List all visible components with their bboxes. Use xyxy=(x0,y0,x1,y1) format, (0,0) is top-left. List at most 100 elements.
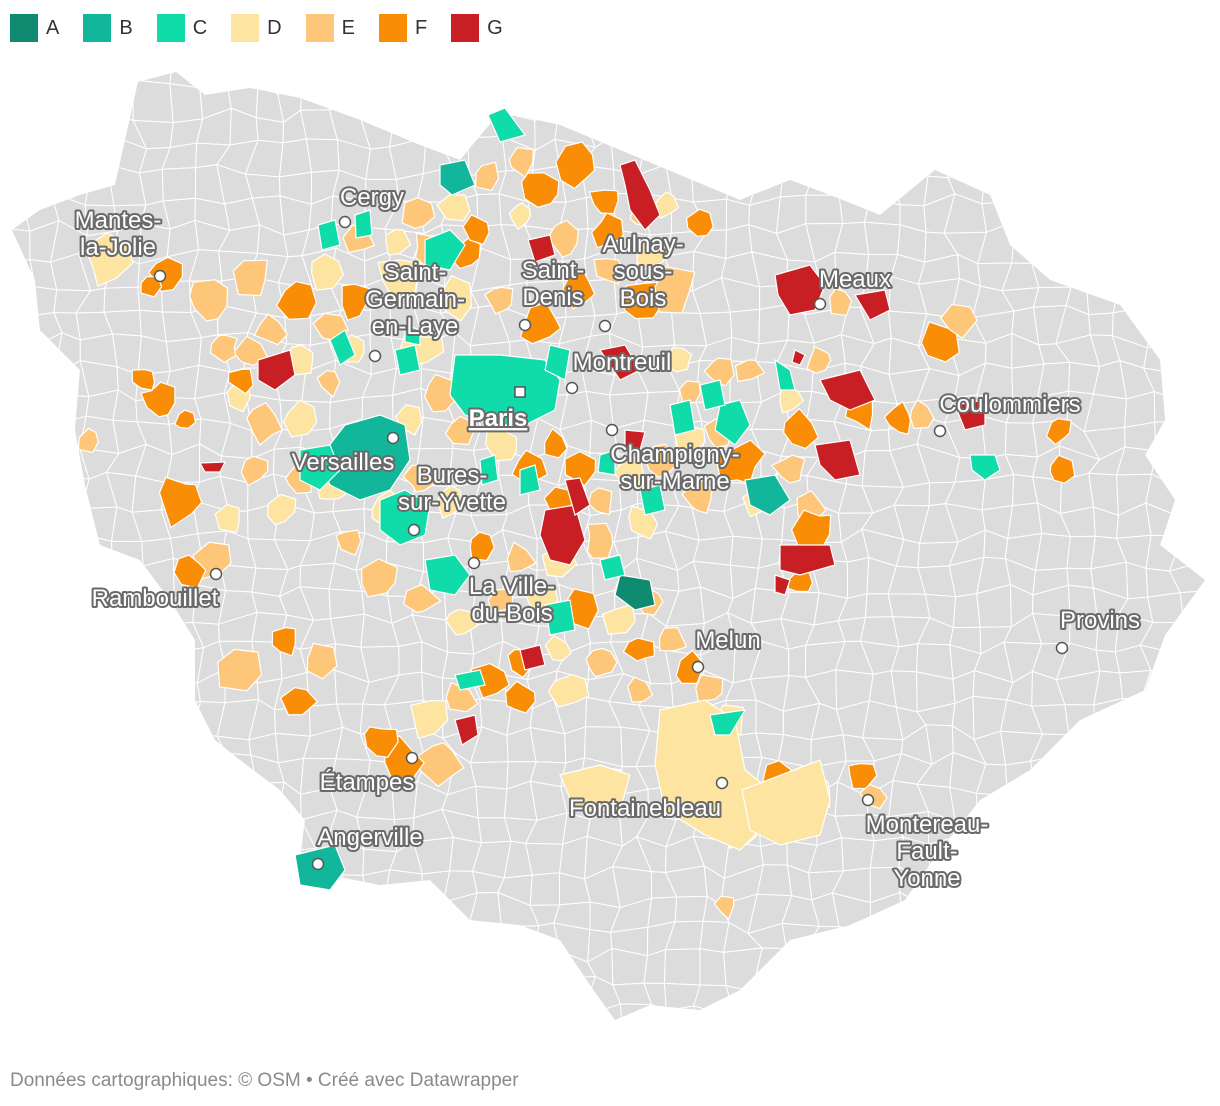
commune-cell[interactable] xyxy=(859,107,896,147)
commune-class-e[interactable] xyxy=(654,266,696,314)
commune-cell[interactable] xyxy=(775,984,818,1016)
commune-class-d[interactable] xyxy=(436,193,471,222)
commune-cell[interactable] xyxy=(215,979,255,1020)
commune-cell[interactable] xyxy=(529,872,561,906)
commune-cell[interactable] xyxy=(165,1041,193,1050)
commune-cell[interactable] xyxy=(20,780,52,818)
commune-class-f[interactable] xyxy=(504,680,536,714)
commune-cell[interactable] xyxy=(887,166,929,207)
commune-cell[interactable] xyxy=(1085,176,1127,208)
commune-cell[interactable] xyxy=(1091,904,1120,924)
commune-cell[interactable] xyxy=(56,985,82,1011)
commune-cell[interactable] xyxy=(78,981,119,1011)
commune-cell[interactable] xyxy=(1010,925,1043,954)
commune-cell[interactable] xyxy=(331,1004,369,1035)
commune-cell[interactable] xyxy=(300,87,330,111)
commune-cell[interactable] xyxy=(103,286,141,313)
commune-cell[interactable] xyxy=(1097,1005,1128,1043)
commune-cell[interactable] xyxy=(137,1009,166,1048)
commune-cell[interactable] xyxy=(1124,219,1154,256)
commune-cell[interactable] xyxy=(1124,200,1154,233)
commune-cell[interactable] xyxy=(299,901,341,937)
commune-cell[interactable] xyxy=(1145,1043,1183,1050)
commune-cell[interactable] xyxy=(80,895,113,936)
commune-cell[interactable] xyxy=(365,61,400,96)
commune-cell[interactable] xyxy=(275,954,309,991)
commune-cell[interactable] xyxy=(25,533,64,565)
commune-class-f[interactable] xyxy=(1049,454,1076,484)
commune-cell[interactable] xyxy=(4,194,31,232)
commune-cell[interactable] xyxy=(106,669,146,705)
commune-class-g[interactable] xyxy=(791,349,806,366)
commune-class-b[interactable] xyxy=(744,474,791,516)
commune-cell[interactable] xyxy=(977,926,1015,950)
commune-cell[interactable] xyxy=(787,644,807,678)
commune-cell[interactable] xyxy=(113,981,146,1012)
commune-class-c[interactable] xyxy=(699,379,726,411)
commune-cell[interactable] xyxy=(1061,753,1091,785)
commune-class-e[interactable] xyxy=(401,197,436,230)
commune-class-g[interactable] xyxy=(814,439,861,481)
commune-cell[interactable] xyxy=(385,925,422,962)
commune-class-c[interactable] xyxy=(669,399,696,436)
commune-cell[interactable] xyxy=(274,1003,303,1039)
commune-class-f[interactable] xyxy=(564,450,597,487)
commune-cell[interactable] xyxy=(0,731,32,767)
commune-cell[interactable] xyxy=(1117,919,1145,951)
commune-class-d[interactable] xyxy=(410,699,449,740)
commune-class-e[interactable] xyxy=(188,279,229,322)
commune-class-d[interactable] xyxy=(310,253,345,291)
commune-cell[interactable] xyxy=(1116,904,1145,923)
commune-cell[interactable] xyxy=(0,1017,36,1045)
commune-cell[interactable] xyxy=(1206,1010,1220,1046)
commune-class-g[interactable] xyxy=(624,429,646,451)
commune-cell[interactable] xyxy=(1013,195,1045,222)
commune-class-d[interactable] xyxy=(445,608,479,636)
commune-class-c[interactable] xyxy=(299,444,341,491)
commune-cell[interactable] xyxy=(1066,535,1096,570)
commune-class-d[interactable] xyxy=(635,237,670,270)
commune-cell[interactable] xyxy=(1168,1016,1210,1046)
commune-cell[interactable] xyxy=(169,83,204,124)
commune-cell[interactable] xyxy=(469,761,509,790)
commune-class-c[interactable] xyxy=(354,209,373,239)
commune-cell[interactable] xyxy=(1176,338,1203,375)
commune-cell[interactable] xyxy=(226,903,252,931)
commune-class-d[interactable] xyxy=(266,493,297,526)
commune-cell[interactable] xyxy=(0,868,29,907)
commune-cell[interactable] xyxy=(22,1005,61,1048)
commune-class-f[interactable] xyxy=(462,214,490,246)
commune-class-f[interactable] xyxy=(131,368,156,391)
commune-cell[interactable] xyxy=(22,924,61,961)
commune-cell[interactable] xyxy=(724,144,764,170)
commune-cell[interactable] xyxy=(22,869,64,897)
commune-cell[interactable] xyxy=(862,1006,903,1047)
commune-cell[interactable] xyxy=(221,844,258,867)
commune-cell[interactable] xyxy=(779,57,819,93)
commune-class-f[interactable] xyxy=(591,212,624,249)
commune-class-f[interactable] xyxy=(363,726,399,758)
commune-cell[interactable] xyxy=(700,1033,735,1050)
commune-cell[interactable] xyxy=(697,58,737,96)
commune-cell[interactable] xyxy=(1150,82,1181,123)
commune-cell[interactable] xyxy=(580,79,622,125)
commune-cell[interactable] xyxy=(866,933,904,963)
commune-cell[interactable] xyxy=(1196,531,1220,568)
commune-cell[interactable] xyxy=(1007,502,1043,540)
commune-class-f[interactable] xyxy=(847,762,878,790)
commune-cell[interactable] xyxy=(398,641,423,676)
commune-cell[interactable] xyxy=(385,955,426,985)
commune-cell[interactable] xyxy=(955,84,980,123)
commune-cell[interactable] xyxy=(1042,818,1070,853)
commune-cell[interactable] xyxy=(1140,761,1178,795)
commune-cell[interactable] xyxy=(21,614,51,644)
commune-cell[interactable] xyxy=(1206,591,1220,624)
commune-cell[interactable] xyxy=(1169,220,1208,261)
commune-cell[interactable] xyxy=(836,948,873,987)
commune-cell[interactable] xyxy=(889,924,929,963)
commune-cell[interactable] xyxy=(530,1036,566,1050)
commune-class-f[interactable] xyxy=(140,381,176,418)
commune-cell[interactable] xyxy=(470,979,502,1012)
commune-cell[interactable] xyxy=(1175,507,1210,537)
commune-cell[interactable] xyxy=(1169,194,1209,231)
